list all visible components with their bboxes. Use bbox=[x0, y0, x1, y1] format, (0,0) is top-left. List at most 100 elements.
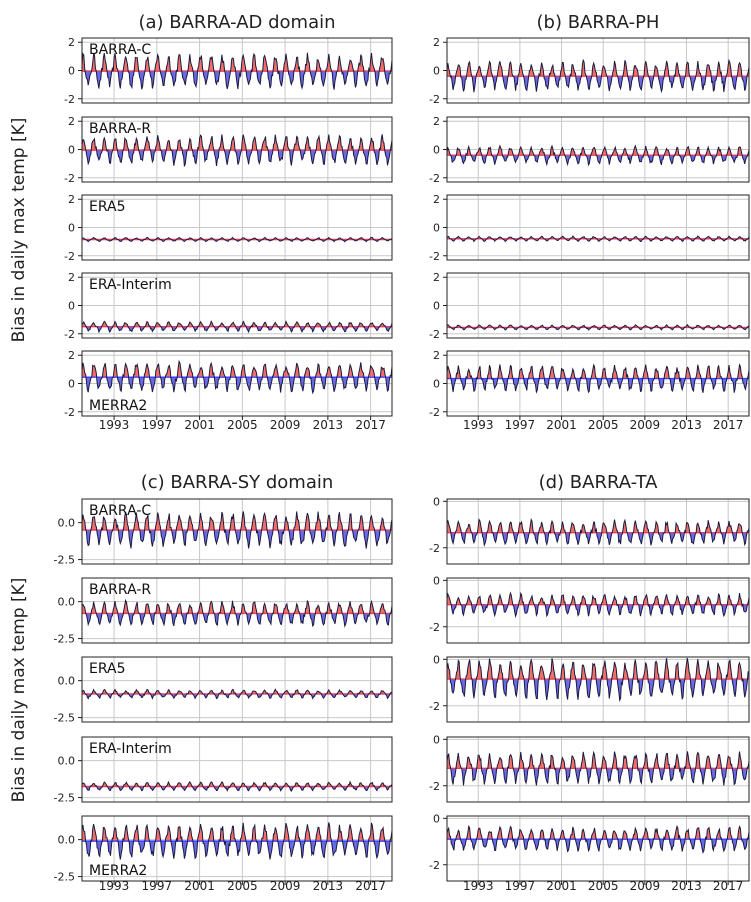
series-label: MERRA2 bbox=[89, 863, 147, 879]
axes-frame bbox=[81, 736, 393, 803]
y-tick-label: 2 bbox=[68, 36, 75, 49]
subplot: -2.5 0.0 BARRA-R bbox=[54, 577, 393, 646]
y-tick-label: -2.5 bbox=[54, 871, 75, 884]
y-tick-label: 0 bbox=[433, 653, 440, 666]
x-tick-label: 2005 bbox=[227, 418, 258, 432]
y-tick-label: 0 bbox=[68, 300, 75, 313]
axes-frame bbox=[81, 577, 393, 644]
y-tick-label: -2.5 bbox=[54, 712, 75, 725]
panel-title: (a) BARRA-AD domain bbox=[138, 12, 335, 33]
y-tick-label: 0 bbox=[68, 378, 75, 391]
series-label: MERRA2 bbox=[89, 398, 147, 414]
y-tick-label: -2.5 bbox=[54, 554, 75, 567]
series-line bbox=[446, 323, 750, 331]
y-tick-label: 2 bbox=[433, 36, 440, 49]
subplot: -2 0 2 ERA-Interim bbox=[64, 271, 393, 341]
series-line bbox=[81, 688, 392, 700]
x-tick-label: 1997 bbox=[505, 418, 536, 432]
x-tick-label: 2005 bbox=[588, 879, 619, 893]
x-tick-label: 2013 bbox=[671, 418, 702, 432]
x-tick-label: 1993 bbox=[99, 418, 130, 432]
y-tick-label: -2.5 bbox=[54, 792, 75, 805]
x-tick-label: 1997 bbox=[505, 879, 536, 893]
y-tick-label: 0 bbox=[433, 65, 440, 78]
y-tick-label: -2.5 bbox=[54, 633, 75, 646]
y-tick-label: 0.0 bbox=[58, 675, 76, 688]
subplot: -2.5 0.0 ERA5 bbox=[54, 656, 393, 725]
subplot: -2 0 2 1993 1997 2001 2005 2009 2013 2017 bbox=[429, 349, 750, 432]
series-line bbox=[81, 320, 393, 334]
x-tick-label: 2009 bbox=[630, 418, 661, 432]
y-tick-label: -2 bbox=[429, 621, 440, 634]
y-tick-label: -2 bbox=[429, 700, 440, 713]
x-tick-label: 2005 bbox=[227, 879, 258, 893]
x-tick-label: 2017 bbox=[355, 879, 386, 893]
y-tick-label: 2 bbox=[433, 349, 440, 362]
y-tick-label: -2 bbox=[429, 172, 440, 185]
y-tick-label: 0 bbox=[433, 144, 440, 157]
y-tick-label: 0 bbox=[433, 812, 440, 825]
y-tick-label: 0 bbox=[68, 65, 75, 78]
panel-title: (c) BARRA-SY domain bbox=[141, 472, 334, 493]
negative-area bbox=[447, 532, 749, 546]
negative-area bbox=[450, 768, 748, 786]
series-line bbox=[81, 52, 393, 90]
panel-title: (d) BARRA-TA bbox=[539, 472, 658, 493]
series-line bbox=[81, 359, 393, 395]
series-line bbox=[446, 235, 750, 243]
y-tick-label: 0 bbox=[68, 222, 75, 235]
axes-frame bbox=[81, 498, 393, 565]
series-label: ERA5 bbox=[89, 199, 126, 215]
x-tick-label: 2013 bbox=[313, 879, 344, 893]
y-tick-label: 0 bbox=[433, 378, 440, 391]
series-line bbox=[81, 822, 393, 860]
x-tick-label: 2017 bbox=[355, 418, 386, 432]
series-line bbox=[81, 511, 393, 549]
y-tick-label: 0 bbox=[433, 733, 440, 746]
subplot: -2 0 2 MERRA2 1993 1997 2001 2005 2009 2013 2017 bbox=[64, 349, 393, 432]
x-tick-label: 2001 bbox=[546, 879, 577, 893]
series-line bbox=[446, 363, 750, 394]
positive-area bbox=[82, 52, 392, 72]
x-tick-label: 2005 bbox=[588, 418, 619, 432]
series-label: ERA-Interim bbox=[89, 741, 172, 757]
x-tick-label: 1997 bbox=[142, 879, 173, 893]
y-tick-label: -2 bbox=[64, 93, 75, 106]
subplot: -2 0 bbox=[429, 733, 750, 803]
y-tick-label: 0.0 bbox=[58, 834, 76, 847]
subplot: -2 0 2 bbox=[429, 193, 750, 263]
series-line bbox=[446, 824, 750, 854]
x-tick-label: 2001 bbox=[184, 879, 215, 893]
negative-area bbox=[82, 326, 392, 332]
series-line bbox=[81, 780, 393, 792]
x-tick-label: 2017 bbox=[713, 418, 744, 432]
subplot: -2 0 bbox=[429, 653, 750, 723]
axes-frame bbox=[446, 498, 750, 565]
series-line bbox=[446, 517, 750, 548]
y-tick-label: -2 bbox=[429, 406, 440, 419]
x-tick-label: 1993 bbox=[99, 879, 130, 893]
y-tick-label: -2 bbox=[64, 250, 75, 263]
series-line bbox=[81, 134, 393, 167]
x-tick-label: 2009 bbox=[630, 879, 661, 893]
y-tick-label: 0 bbox=[433, 300, 440, 313]
series-line bbox=[81, 598, 393, 628]
y-tick-label: 0 bbox=[68, 144, 75, 157]
y-tick-label: 2 bbox=[68, 349, 75, 362]
ylabel-bottom: Bias in daily max temp [K] bbox=[9, 578, 29, 803]
series-line bbox=[446, 144, 750, 167]
subplot: -2 0 2 bbox=[429, 115, 750, 185]
x-tick-label: 2013 bbox=[671, 879, 702, 893]
subplot: -2.5 0.0 BARRA-C bbox=[54, 498, 393, 567]
y-tick-label: 0.0 bbox=[58, 596, 76, 609]
ylabel-top: Bias in daily max temp [K] bbox=[9, 118, 29, 343]
series-label: BARRA-R bbox=[89, 121, 151, 137]
positive-area bbox=[82, 511, 392, 531]
axes-frame bbox=[446, 736, 750, 803]
y-tick-label: 2 bbox=[68, 193, 75, 206]
series-label: BARRA-C bbox=[89, 42, 151, 58]
x-tick-label: 2017 bbox=[713, 879, 744, 893]
y-tick-label: 2 bbox=[68, 271, 75, 284]
